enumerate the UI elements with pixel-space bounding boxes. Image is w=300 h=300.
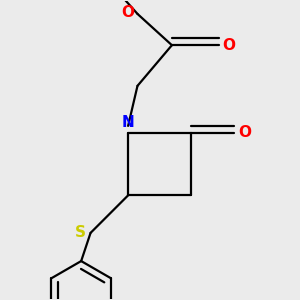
Text: O: O	[223, 38, 236, 53]
Text: N: N	[122, 115, 134, 130]
Text: O: O	[238, 125, 251, 140]
Text: O: O	[122, 5, 134, 20]
Text: S: S	[75, 225, 86, 240]
